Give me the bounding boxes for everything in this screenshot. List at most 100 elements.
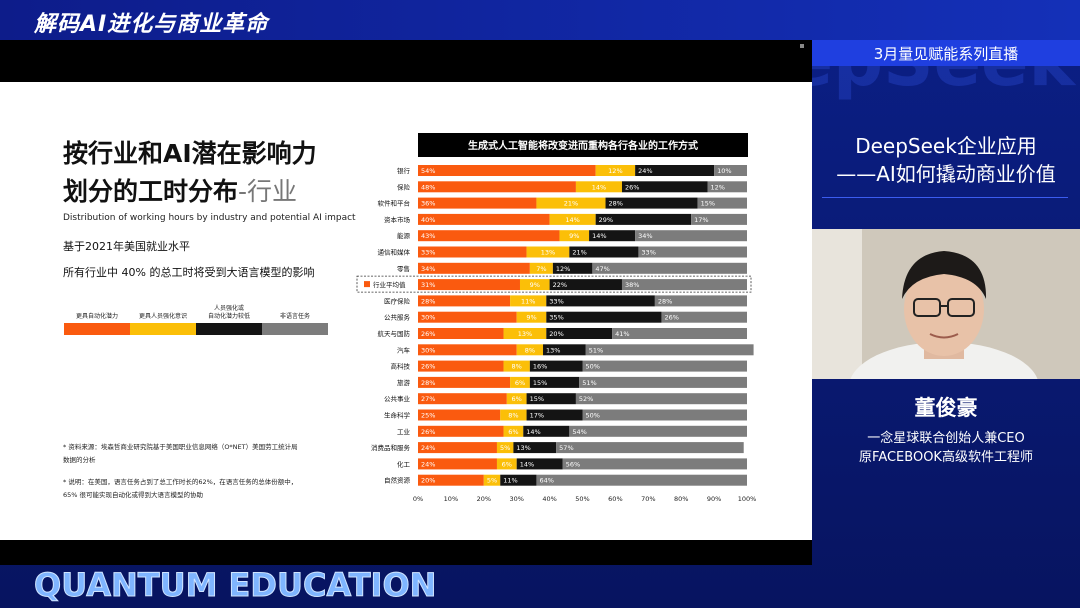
bar-segment [559,230,590,242]
data-label: 25% [421,412,435,420]
slide-title-accent: -行业 [238,177,298,206]
data-label: 64% [539,477,553,485]
category-label: 自然资源 [384,476,411,485]
bar-segment [549,213,596,225]
bar-segment [503,360,530,372]
chart-title-bar [418,133,748,157]
data-label: 31% [421,281,435,289]
bar-segment [496,458,517,470]
bar-segment [526,409,583,421]
data-label: 5% [487,477,497,485]
data-label: 26% [664,314,678,322]
category-label: 汽车 [397,345,411,354]
bar-segment [575,181,622,193]
bar-segment [516,458,563,470]
bar-segment [513,442,557,454]
data-label: 54% [572,428,586,436]
data-label: 30% [421,314,435,322]
bar-segment [523,425,570,437]
data-label: 26% [421,363,435,371]
data-label: 14% [520,460,534,468]
data-label: 5% [500,444,510,452]
category-label: 公共事业 [384,394,411,403]
category-label: 高科技 [391,362,411,371]
category-label: 银行 [397,166,411,175]
bar-segment [418,376,511,388]
legend-label-augmentation: 更具人员强化意识 [138,313,187,320]
data-label: 28% [658,297,672,305]
data-label: 24% [421,444,435,452]
data-label: 6% [502,460,512,468]
bar-segment [543,344,586,356]
talk-title: DeepSeek企业应用 ——AI如何撬动商业价值 [812,132,1080,188]
bar-segment [585,344,754,356]
legend-label-non-language: 非语言任务 [279,313,310,320]
category-label: 化工 [397,459,411,468]
data-label: 12% [711,183,725,191]
data-label: 50% [586,363,600,371]
data-label: 15% [533,379,547,387]
data-label: 52% [579,395,593,403]
data-label: 7% [536,265,546,273]
data-label: 38% [625,281,639,289]
data-label: 43% [421,232,435,240]
data-label: 47% [595,265,609,273]
data-label: 9% [526,314,536,322]
bar-segment [579,376,747,388]
data-label: 10% [717,167,731,175]
x-tick-label: 100% [738,495,757,503]
category-label: 能源 [397,231,411,240]
data-label: 26% [421,330,435,338]
speaker-title-1: 一念星球联合创始人兼CEO [867,431,1025,446]
bar-segment [418,262,530,274]
bar-segment [418,409,501,421]
bar-segment [516,344,544,356]
bar-segment [536,474,747,486]
data-label: 14% [526,428,540,436]
bar-segment [503,425,524,437]
bar-segment [510,376,530,388]
bar-segment [526,393,576,405]
chart-title: 生成式人工智能将改变进而重构各行各业的工作方式 [468,139,698,152]
x-tick-label: 90% [707,495,721,503]
bar-segment [638,246,747,258]
x-tick-label: 40% [542,495,556,503]
legend-label-automation: 更具自动化潜力 [75,313,118,320]
category-label: 医疗保险 [384,296,411,305]
slide-title-line1: 按行业和AI潜在影响力 [63,139,317,168]
speaker-portrait [812,229,1080,379]
category-label: 生命科学 [384,411,411,420]
bar-segment [500,409,527,421]
bar-segment [516,311,547,323]
category-label: 软件和平台 [378,199,411,208]
data-label: 13% [516,444,530,452]
legend-swatch-automation [64,323,130,335]
data-label: 51% [582,379,596,387]
bar-segment [575,393,747,405]
close-icon[interactable] [800,44,804,48]
data-label: 34% [638,232,652,240]
data-label: 9% [530,281,540,289]
slide-description-2: 所有行业中 40% 的总工时将受到大语言模型的影响 [63,266,315,279]
bar-segment [526,246,570,258]
bar-segment [483,474,501,486]
bar-segment [546,328,613,339]
bar-segment [592,262,747,274]
highlight-box [356,275,752,293]
data-label: 51% [589,346,603,354]
x-tick-label: 30% [509,495,523,503]
x-tick-label: 70% [641,495,655,503]
bar-segment [621,279,747,291]
data-label: 6% [512,395,522,403]
data-label: 8% [525,346,535,354]
bar-segment [503,328,547,339]
explanation-note: * 说明：在美国，语言任务占到了总工作时长的62%，在语言任务的总体份额中，65… [63,478,298,499]
data-label: 13% [541,249,555,257]
bar-segment [552,262,593,274]
bar-segment [569,246,639,258]
data-label: 36% [421,200,435,208]
data-label: 17% [694,216,708,224]
bar-segment [661,311,747,323]
bar-segment [418,458,497,470]
data-label: 14% [592,183,606,191]
